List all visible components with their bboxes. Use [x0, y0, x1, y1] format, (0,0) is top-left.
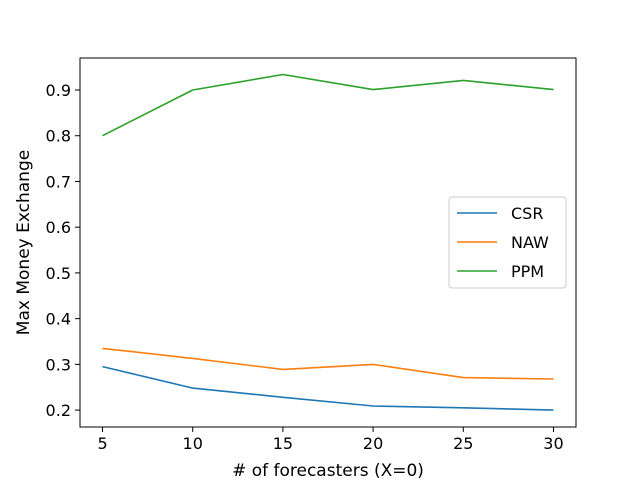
x-tick-label: 20 [363, 434, 383, 453]
series-line-csr [102, 365, 554, 411]
plot-frame [79, 57, 577, 428]
series-lines [102, 73, 554, 411]
x-tick-label: 5 [97, 434, 107, 453]
y-tick-label: 0.2 [46, 401, 71, 420]
y-axis-ticks: 0.2 0.3 0.4 0.5 0.6 0.7 0.8 0.9 [46, 81, 80, 420]
y-tick-label: 0.9 [46, 81, 71, 100]
x-axis-label: # of forecasters (X=0) [232, 461, 424, 480]
legend-label-csr: CSR [511, 204, 543, 223]
series-line-ppm [102, 73, 554, 137]
x-tick-label: 15 [273, 434, 293, 453]
y-tick-label: 0.3 [46, 355, 71, 374]
x-axis-ticks: 5 10 15 20 25 30 [97, 427, 564, 453]
y-tick-label: 0.4 [46, 310, 71, 329]
y-tick-label: 0.5 [46, 264, 71, 283]
y-tick-label: 0.6 [46, 218, 71, 237]
series-line-naw [102, 347, 554, 380]
legend-label-naw: NAW [511, 233, 549, 252]
legend: CSR NAW PPM [448, 196, 567, 289]
legend-label-ppm: PPM [511, 262, 544, 281]
x-tick-label: 10 [183, 434, 203, 453]
x-tick-label: 30 [543, 434, 563, 453]
y-tick-label: 0.7 [46, 172, 71, 191]
x-tick-label: 25 [453, 434, 473, 453]
legend-box [448, 196, 567, 289]
y-tick-label: 0.8 [46, 127, 71, 146]
y-axis-label: Max Money Exchange [14, 150, 34, 335]
